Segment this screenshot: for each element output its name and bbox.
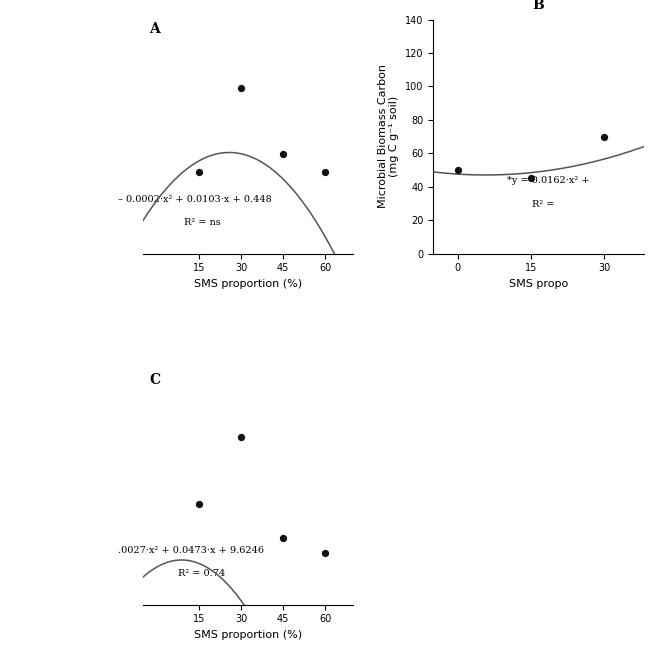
Text: C: C bbox=[150, 373, 161, 387]
Text: B: B bbox=[532, 0, 544, 12]
Point bbox=[452, 164, 463, 175]
Point bbox=[320, 547, 330, 558]
Point bbox=[320, 167, 330, 177]
Text: .0027·x² + 0.0473·x + 9.6246: .0027·x² + 0.0473·x + 9.6246 bbox=[118, 546, 264, 555]
X-axis label: SMS propo: SMS propo bbox=[509, 279, 568, 289]
Point bbox=[194, 167, 204, 177]
Point bbox=[526, 173, 536, 183]
Point bbox=[194, 499, 204, 510]
X-axis label: SMS proportion (%): SMS proportion (%) bbox=[194, 279, 302, 289]
Text: R² =: R² = bbox=[532, 200, 554, 209]
Text: *y = 0.0162·x² +: *y = 0.0162·x² + bbox=[507, 176, 590, 185]
Text: – 0.0002·x² + 0.0103·x + 0.448: – 0.0002·x² + 0.0103·x + 0.448 bbox=[118, 195, 272, 204]
Text: R² = ns: R² = ns bbox=[183, 218, 220, 227]
Point bbox=[236, 83, 246, 93]
Y-axis label: Microbial Biomass Carbon
(mg C g⁻¹ soil): Microbial Biomass Carbon (mg C g⁻¹ soil) bbox=[378, 64, 400, 209]
Point bbox=[278, 150, 289, 160]
Point bbox=[599, 131, 610, 142]
Point bbox=[236, 432, 246, 443]
X-axis label: SMS proportion (%): SMS proportion (%) bbox=[194, 630, 302, 640]
Point bbox=[278, 532, 289, 543]
Text: R² = 0.74: R² = 0.74 bbox=[178, 569, 226, 578]
Text: A: A bbox=[150, 22, 160, 36]
